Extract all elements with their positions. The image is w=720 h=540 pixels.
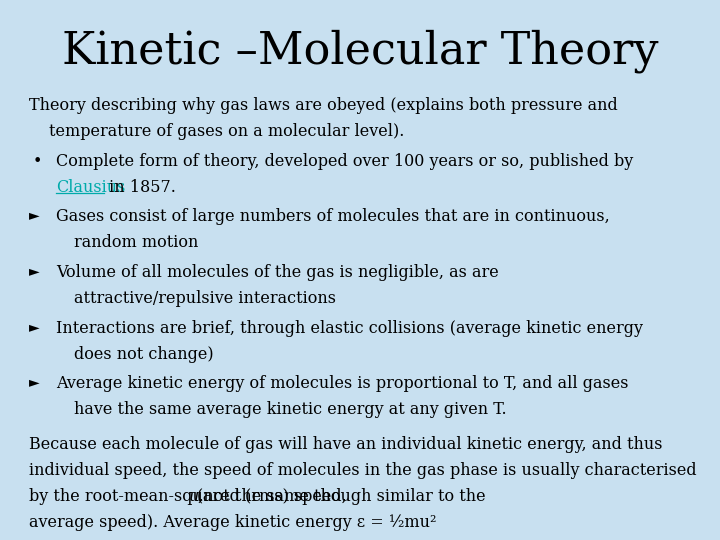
- Text: have the same average kinetic energy at any given T.: have the same average kinetic energy at …: [74, 401, 507, 418]
- Text: does not change): does not change): [74, 346, 214, 362]
- Text: u,: u,: [189, 488, 204, 505]
- Text: random motion: random motion: [74, 234, 199, 251]
- Text: average speed). Average kinetic energy ε = ½mu²: average speed). Average kinetic energy ε…: [29, 514, 436, 531]
- Text: Kinetic –Molecular Theory: Kinetic –Molecular Theory: [62, 30, 658, 73]
- Text: (not the same though similar to the: (not the same though similar to the: [197, 488, 486, 505]
- Text: Complete form of theory, developed over 100 years or so, published by: Complete form of theory, developed over …: [56, 153, 634, 170]
- Text: in 1857.: in 1857.: [104, 179, 176, 195]
- Text: Clausius: Clausius: [56, 179, 125, 195]
- Text: ►: ►: [29, 264, 40, 278]
- Text: Volume of all molecules of the gas is negligible, as are: Volume of all molecules of the gas is ne…: [56, 264, 499, 281]
- Text: by the root-mean-squared (rms) speed,: by the root-mean-squared (rms) speed,: [29, 488, 351, 505]
- Text: ►: ►: [29, 208, 40, 222]
- Text: temperature of gases on a molecular level).: temperature of gases on a molecular leve…: [49, 123, 405, 140]
- Text: Theory describing why gas laws are obeyed (explains both pressure and: Theory describing why gas laws are obeye…: [29, 97, 618, 114]
- Text: •: •: [32, 153, 42, 170]
- Text: attractive/repulsive interactions: attractive/repulsive interactions: [74, 290, 336, 307]
- Text: ►: ►: [29, 375, 40, 389]
- Text: Because each molecule of gas will have an individual kinetic energy, and thus: Because each molecule of gas will have a…: [29, 436, 662, 453]
- Text: Gases consist of large numbers of molecules that are in continuous,: Gases consist of large numbers of molecu…: [56, 208, 610, 225]
- Text: ►: ►: [29, 320, 40, 334]
- Text: Interactions are brief, through elastic collisions (average kinetic energy: Interactions are brief, through elastic …: [56, 320, 643, 336]
- Text: Average kinetic energy of molecules is proportional to T, and all gases: Average kinetic energy of molecules is p…: [56, 375, 629, 392]
- Text: individual speed, the speed of molecules in the gas phase is usually characteris: individual speed, the speed of molecules…: [29, 462, 696, 479]
